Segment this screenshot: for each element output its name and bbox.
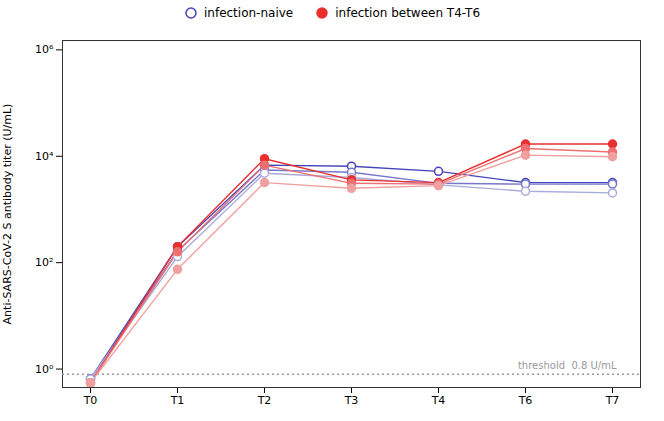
svg-text:T7: T7 <box>605 394 620 407</box>
svg-text:10²: 10² <box>35 256 53 269</box>
svg-text:T2: T2 <box>257 394 272 407</box>
html-text:infection-naive: infection-naive <box>204 6 294 20</box>
html-text:infection between T4-T6: infection between T4-T6 <box>335 6 480 20</box>
svg-text:threshold 0.8 U/mL: threshold 0.8 U/mL <box>518 360 617 371</box>
svg-text:10⁶: 10⁶ <box>35 43 54 56</box>
svg-text:T3: T3 <box>344 394 359 407</box>
svg-text:T6: T6 <box>518 394 533 407</box>
svg-text:T1: T1 <box>170 394 185 407</box>
svg-text:T4: T4 <box>431 394 446 407</box>
svg-text:T0: T0 <box>83 394 98 407</box>
svg-text:Anti-SARS-CoV-2 S antibody tit: Anti-SARS-CoV-2 S antibody titer (U/mL) <box>1 104 14 325</box>
svg-text:10⁰: 10⁰ <box>35 363 54 376</box>
svg-text:10⁴: 10⁴ <box>35 150 54 163</box>
